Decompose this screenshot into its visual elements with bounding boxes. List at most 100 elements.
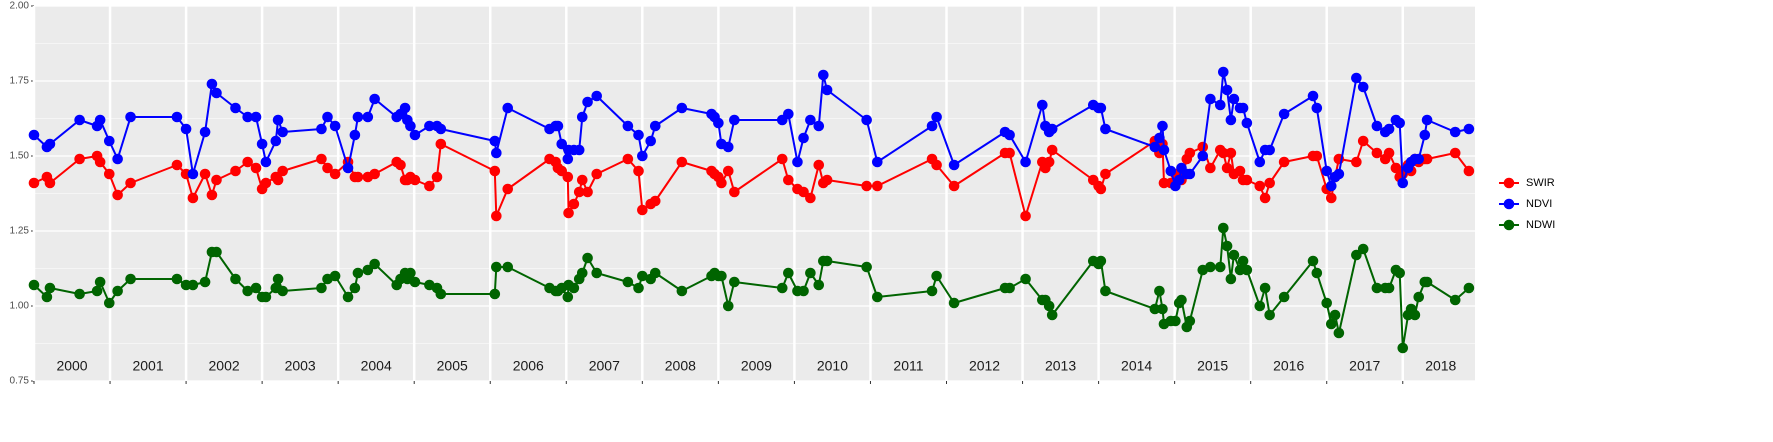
data-point [948, 297, 960, 309]
data-point [491, 261, 502, 273]
data-point [187, 168, 199, 180]
data-point [409, 276, 421, 288]
data-point [1449, 147, 1461, 159]
data-point [272, 174, 284, 186]
data-point [1221, 162, 1233, 174]
data-point [562, 153, 574, 165]
data-point [1397, 177, 1409, 189]
data-point [171, 159, 183, 171]
data-point [322, 111, 333, 123]
data-point [1184, 168, 1196, 180]
data-point [1149, 141, 1161, 153]
data-point [713, 117, 724, 129]
data-point [813, 120, 825, 132]
data-point [1413, 153, 1425, 165]
data-point [1046, 123, 1058, 135]
data-point [28, 129, 40, 141]
data-point [74, 114, 85, 126]
data-point [821, 84, 833, 96]
data-point [342, 162, 354, 174]
y-tick-label: 0.75 [10, 376, 30, 387]
data-point [716, 177, 727, 189]
series-line [33, 140, 1470, 217]
series-line [33, 71, 1470, 187]
data-point [125, 111, 136, 123]
data-point [187, 279, 199, 291]
data-point [211, 87, 222, 99]
data-point [329, 168, 341, 180]
data-point [94, 114, 106, 126]
data-point [1421, 153, 1433, 165]
data-point [180, 123, 192, 135]
data-point [562, 291, 574, 303]
data-point [1311, 267, 1323, 279]
data-point [1397, 342, 1409, 354]
data-point [591, 267, 603, 279]
data-point [676, 102, 688, 114]
data-point [1214, 261, 1226, 273]
x-tick-label: 2011 [893, 358, 923, 374]
data-point [563, 207, 574, 219]
data-point [1259, 282, 1271, 294]
data-point [729, 186, 740, 198]
data-point [74, 153, 85, 165]
data-point [798, 285, 809, 297]
data-point [1154, 132, 1165, 144]
data-point [637, 204, 648, 216]
data-point [813, 159, 825, 171]
data-point [582, 96, 593, 108]
data-point [798, 132, 809, 144]
data-point [729, 114, 740, 126]
data-point [1351, 72, 1362, 84]
data-point [502, 102, 514, 114]
data-point [1264, 144, 1275, 156]
data-point [821, 255, 833, 267]
data-point [1225, 114, 1237, 126]
data-point [1371, 282, 1383, 294]
data-point [103, 297, 115, 309]
data-point [1197, 141, 1209, 153]
data-point [1357, 135, 1369, 147]
data-point [1100, 168, 1111, 180]
data-point [1409, 309, 1421, 321]
data-point [1351, 249, 1362, 261]
data-point [637, 150, 648, 162]
data-point [948, 159, 960, 171]
data-point [1264, 309, 1275, 321]
data-point [1311, 150, 1323, 162]
data-point [1218, 147, 1229, 159]
data-point [1095, 102, 1107, 114]
data-point [1157, 120, 1168, 132]
data-point [622, 153, 634, 165]
data-point [568, 282, 580, 294]
data-point [1228, 93, 1240, 105]
data-point [399, 102, 411, 114]
x-tick-label: 2015 [1197, 358, 1228, 374]
data-point [1218, 222, 1229, 234]
data-point [1214, 99, 1226, 111]
data-point [1157, 303, 1168, 315]
x-tick-label: 2000 [56, 358, 87, 374]
data-point [74, 288, 85, 300]
data-point [1321, 165, 1333, 177]
data-point [272, 114, 284, 126]
data-point [1413, 291, 1425, 303]
data-point [502, 183, 514, 195]
data-point [171, 273, 183, 285]
data-point [622, 120, 634, 132]
data-point [405, 120, 416, 132]
data-point [576, 267, 588, 279]
legend-label: SWIR [1526, 177, 1555, 189]
data-point [342, 291, 354, 303]
data-point [926, 120, 938, 132]
data-point [91, 285, 103, 297]
data-point [1237, 255, 1249, 267]
data-point [1095, 183, 1107, 195]
x-tick-label: 2013 [1045, 358, 1076, 374]
data-point [272, 273, 284, 285]
x-tick-label: 2012 [969, 358, 1000, 374]
data-point [1095, 255, 1107, 267]
data-point [94, 156, 106, 168]
data-point [316, 123, 327, 135]
data-point [28, 279, 40, 291]
